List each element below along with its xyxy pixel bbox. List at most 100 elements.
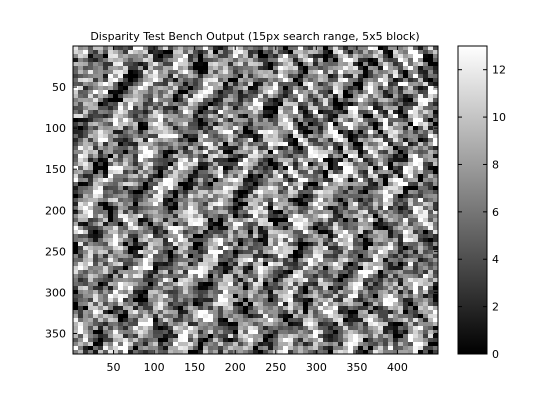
heatmap-cell — [148, 138, 154, 143]
heatmap-cell — [138, 150, 144, 155]
heatmap-cell — [373, 202, 379, 207]
heatmap-cell — [403, 78, 409, 83]
heatmap-cell — [298, 54, 304, 59]
heatmap-cell — [343, 146, 349, 151]
heatmap-cell — [168, 270, 174, 275]
heatmap-cell — [138, 74, 144, 79]
heatmap-cell — [168, 234, 174, 239]
heatmap-cell — [253, 134, 259, 139]
heatmap-cell — [78, 150, 84, 155]
heatmap-cell — [148, 250, 154, 255]
heatmap-cell — [98, 70, 104, 75]
heatmap-cell — [93, 154, 99, 159]
heatmap-cell — [208, 294, 214, 299]
heatmap-cell — [218, 102, 224, 107]
heatmap-cell — [163, 198, 169, 203]
heatmap-cell — [168, 250, 174, 255]
heatmap-cell — [338, 174, 344, 179]
heatmap-cell — [203, 46, 209, 51]
heatmap-cell — [418, 86, 424, 91]
heatmap-cell — [223, 266, 229, 271]
heatmap-cell — [183, 94, 189, 99]
heatmap-cell — [428, 238, 434, 243]
heatmap-cell — [348, 266, 354, 271]
heatmap-cell — [283, 298, 289, 303]
heatmap-cell — [113, 294, 119, 299]
heatmap-cell — [123, 274, 129, 279]
heatmap-cell — [193, 166, 199, 171]
heatmap-cell — [73, 242, 79, 247]
heatmap-cell — [223, 198, 229, 203]
heatmap-cell — [243, 290, 249, 295]
heatmap-cell — [178, 142, 184, 147]
heatmap-cell — [98, 54, 104, 59]
heatmap-cell — [158, 202, 164, 207]
heatmap-cell — [153, 230, 159, 235]
heatmap-cell — [383, 166, 389, 171]
heatmap-cell — [168, 126, 174, 131]
heatmap-cell — [273, 198, 279, 203]
heatmap-cell — [348, 206, 354, 211]
heatmap-cell — [333, 286, 339, 291]
heatmap-cell — [363, 62, 369, 67]
heatmap-cell — [263, 254, 269, 259]
heatmap-cell — [153, 170, 159, 175]
heatmap-cell — [273, 62, 279, 67]
heatmap-cell — [358, 122, 364, 127]
heatmap-cell — [178, 294, 184, 299]
heatmap-cell — [253, 222, 259, 227]
heatmap-cell — [93, 122, 99, 127]
heatmap-cell — [273, 270, 279, 275]
heatmap-cell — [213, 318, 219, 323]
heatmap-cell — [413, 54, 419, 59]
heatmap-cell — [193, 198, 199, 203]
heatmap-cell — [208, 226, 214, 231]
heatmap-cell — [173, 222, 179, 227]
heatmap-cell — [333, 198, 339, 203]
heatmap-cell — [408, 78, 414, 83]
heatmap-cell — [278, 154, 284, 159]
heatmap-cell — [303, 94, 309, 99]
heatmap-cell — [323, 250, 329, 255]
heatmap-cell — [373, 302, 379, 307]
heatmap-cell — [118, 222, 124, 227]
heatmap-cell — [113, 170, 119, 175]
heatmap-cell — [148, 174, 154, 179]
heatmap-cell — [278, 110, 284, 115]
heatmap-cell — [368, 146, 374, 151]
heatmap-cell — [123, 106, 129, 111]
heatmap-cell — [268, 98, 274, 103]
heatmap-cell — [398, 54, 404, 59]
heatmap-cell — [363, 278, 369, 283]
heatmap-cell — [423, 166, 429, 171]
heatmap-cell — [73, 298, 79, 303]
heatmap-cell — [138, 238, 144, 243]
heatmap-cell — [378, 130, 384, 135]
heatmap-cell — [428, 46, 434, 51]
heatmap-cell — [138, 186, 144, 191]
heatmap-cell — [203, 310, 209, 315]
heatmap-cell — [163, 218, 169, 223]
heatmap-cell — [258, 302, 264, 307]
heatmap-cell — [333, 310, 339, 315]
heatmap-cell — [128, 190, 134, 195]
heatmap-cell — [278, 126, 284, 131]
heatmap-cell — [413, 70, 419, 75]
heatmap-cell — [123, 138, 129, 143]
heatmap-cell — [103, 142, 109, 147]
heatmap-cell — [268, 62, 274, 67]
heatmap-cell — [358, 86, 364, 91]
heatmap-cell — [293, 270, 299, 275]
heatmap-cell — [233, 262, 239, 267]
heatmap-cell — [83, 126, 89, 131]
heatmap-cell — [213, 210, 219, 215]
heatmap-cell — [208, 274, 214, 279]
heatmap-cell — [203, 266, 209, 271]
heatmap-cell — [393, 186, 399, 191]
heatmap-cell — [348, 94, 354, 99]
heatmap-cell — [103, 158, 109, 163]
heatmap-cell — [213, 46, 219, 51]
heatmap-cell — [398, 178, 404, 183]
heatmap-cell — [373, 166, 379, 171]
heatmap-cell — [133, 86, 139, 91]
